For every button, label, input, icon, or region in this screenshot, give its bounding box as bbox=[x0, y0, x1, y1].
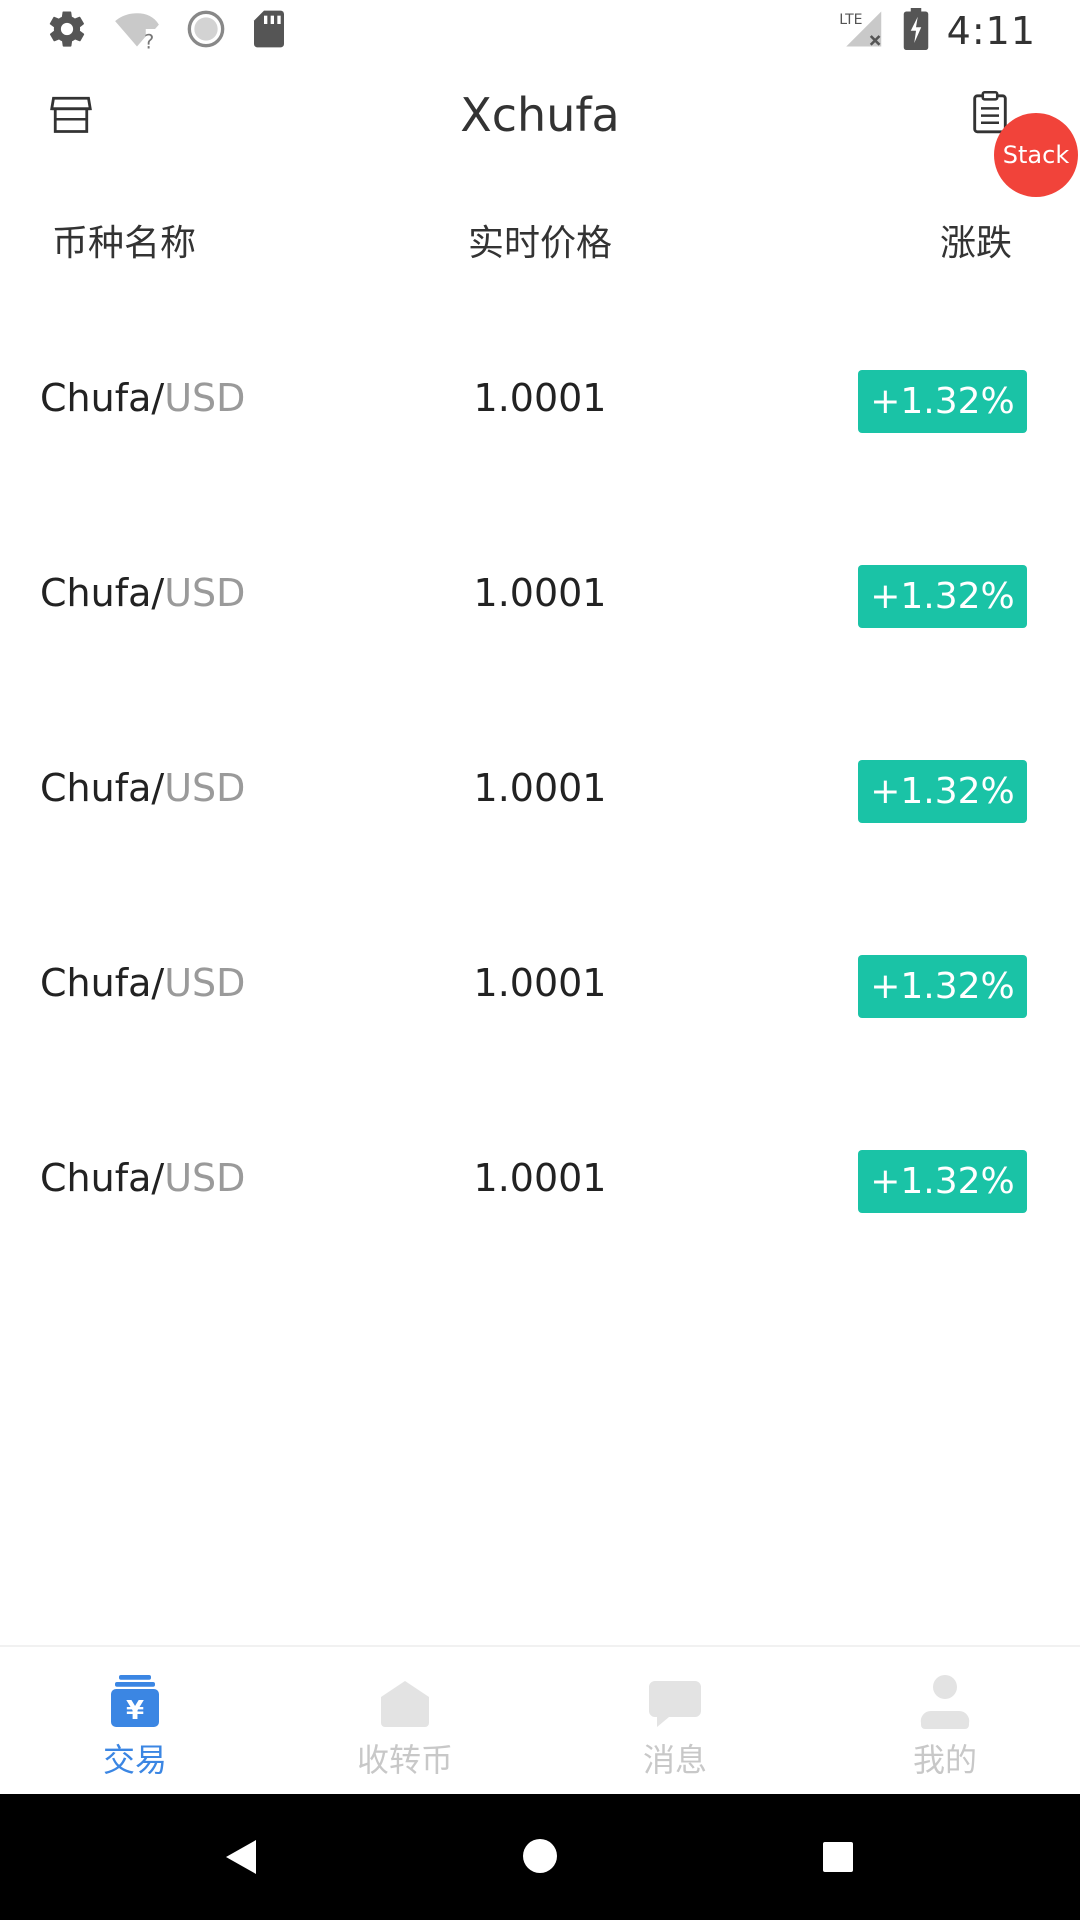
user-icon bbox=[919, 1669, 971, 1729]
market-row[interactable]: Chufa/USD 1.0001 +1.32% bbox=[0, 1084, 1080, 1279]
yen-wallet-icon: ¥ bbox=[109, 1669, 161, 1729]
change-badge: +1.32% bbox=[858, 370, 1027, 433]
market-row[interactable]: Chufa/USD 1.0001 +1.32% bbox=[0, 694, 1080, 889]
lte-signal-icon: LTE bbox=[839, 8, 885, 54]
pair-name: Chufa/USD bbox=[40, 961, 246, 1005]
column-header-price: 实时价格 bbox=[467, 223, 612, 264]
price-value: 1.0001 bbox=[473, 1156, 607, 1200]
nav-label-transfer: 收转币 bbox=[356, 1741, 453, 1779]
market-row[interactable]: Chufa/USD 1.0001 +1.32% bbox=[0, 889, 1080, 1084]
svg-text:?: ? bbox=[144, 30, 154, 50]
market-row[interactable]: Chufa/USD 1.0001 +1.32% bbox=[0, 304, 1080, 499]
status-time: 4:11 bbox=[946, 9, 1036, 53]
gear-icon bbox=[46, 8, 88, 50]
recent-apps-icon[interactable] bbox=[822, 1841, 854, 1877]
price-value: 1.0001 bbox=[473, 571, 607, 615]
status-icons-left: ? bbox=[46, 8, 286, 50]
message-icon bbox=[647, 1669, 703, 1729]
nav-item-trade[interactable]: ¥ 交易 bbox=[0, 1647, 270, 1794]
column-headers: 币种名称 实时价格 涨跌 bbox=[0, 210, 1080, 270]
price-value: 1.0001 bbox=[473, 961, 607, 1005]
home-circle-icon[interactable] bbox=[522, 1838, 558, 1878]
nav-label-trade: 交易 bbox=[102, 1741, 167, 1779]
system-nav-bar bbox=[0, 1794, 1080, 1920]
app-header: Xchufa bbox=[0, 64, 1080, 174]
svg-text:¥: ¥ bbox=[126, 1696, 144, 1726]
svg-text:LTE: LTE bbox=[839, 12, 862, 28]
sd-card-icon bbox=[252, 9, 286, 49]
change-badge: +1.32% bbox=[858, 760, 1027, 823]
pair-name: Chufa/USD bbox=[40, 766, 246, 810]
change-badge: +1.32% bbox=[858, 565, 1027, 628]
stack-button[interactable]: Stack bbox=[994, 113, 1078, 197]
change-badge: +1.32% bbox=[858, 1150, 1027, 1213]
bottom-nav: ¥ 交易 收转币 消息 我的 bbox=[0, 1645, 1080, 1794]
home-icon bbox=[378, 1669, 432, 1729]
nav-item-transfer[interactable]: 收转币 bbox=[270, 1647, 540, 1794]
pair-name: Chufa/USD bbox=[40, 1156, 246, 1200]
nav-label-profile: 我的 bbox=[912, 1741, 977, 1779]
column-header-change: 涨跌 bbox=[939, 223, 1012, 264]
battery-charging-icon bbox=[903, 8, 929, 54]
column-header-name: 币种名称 bbox=[52, 223, 197, 264]
price-value: 1.0001 bbox=[473, 376, 607, 420]
shop-icon[interactable] bbox=[50, 94, 92, 138]
change-badge: +1.32% bbox=[858, 955, 1027, 1018]
sync-circle-icon bbox=[186, 9, 226, 49]
clipboard-icon[interactable] bbox=[972, 90, 1008, 138]
market-list: Chufa/USD 1.0001 +1.32% Chufa/USD 1.0001… bbox=[0, 304, 1080, 1279]
price-value: 1.0001 bbox=[473, 766, 607, 810]
pair-name: Chufa/USD bbox=[40, 376, 246, 420]
nav-label-messages: 消息 bbox=[642, 1741, 707, 1779]
page-title: Xchufa bbox=[460, 88, 620, 142]
nav-item-profile[interactable]: 我的 bbox=[810, 1647, 1080, 1794]
status-icons-right: LTE 4:11 bbox=[839, 8, 1036, 54]
pair-name: Chufa/USD bbox=[40, 571, 246, 615]
status-bar: ? LTE 4:11 bbox=[0, 0, 1080, 64]
market-row[interactable]: Chufa/USD 1.0001 +1.32% bbox=[0, 499, 1080, 694]
wifi-question-icon: ? bbox=[114, 8, 160, 50]
back-icon[interactable] bbox=[224, 1838, 258, 1880]
nav-item-messages[interactable]: 消息 bbox=[540, 1647, 810, 1794]
